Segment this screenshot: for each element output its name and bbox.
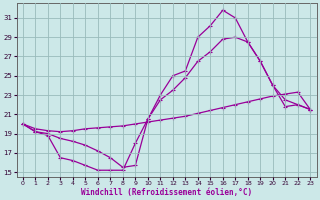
- X-axis label: Windchill (Refroidissement éolien,°C): Windchill (Refroidissement éolien,°C): [81, 188, 252, 197]
